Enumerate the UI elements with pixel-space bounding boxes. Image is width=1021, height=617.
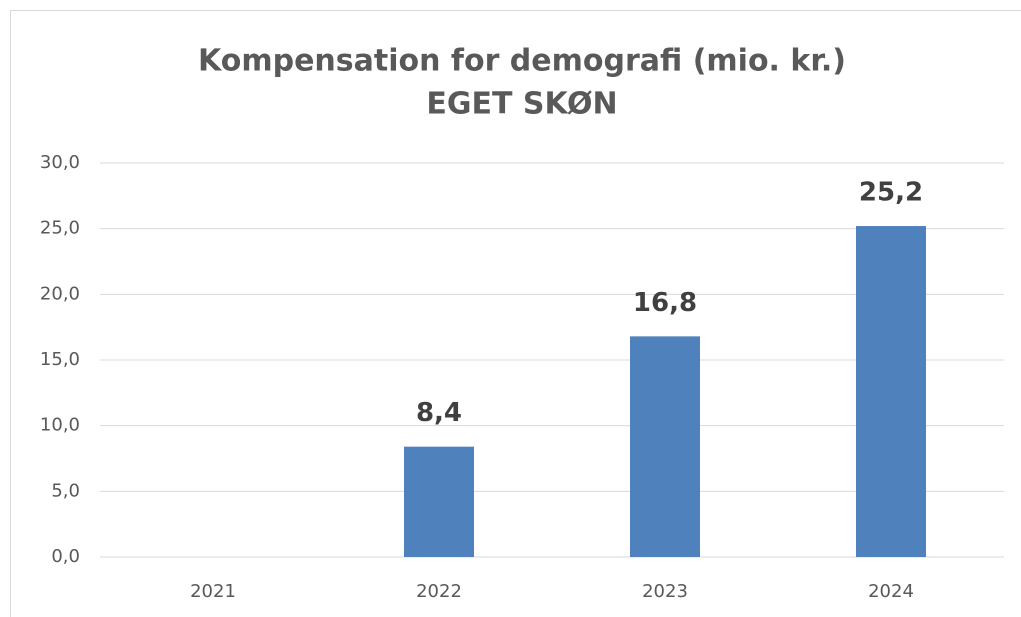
data-label: 16,8: [633, 288, 697, 318]
y-tick-label: 10,0: [40, 415, 80, 436]
x-tick-label: 2023: [642, 581, 688, 602]
data-label: 8,4: [416, 398, 462, 428]
chart-subtitle: EGET SKØN: [426, 87, 617, 122]
x-tick-label: 2022: [416, 581, 462, 602]
bar: [856, 226, 926, 558]
y-tick-label: 5,0: [51, 480, 80, 501]
y-tick-label: 25,0: [40, 218, 80, 239]
chart-title: Kompensation for demografi (mio. kr.): [198, 44, 846, 79]
data-label: 25,2: [859, 178, 923, 208]
x-tick-label: 2021: [190, 581, 236, 602]
x-tick-label: 2024: [868, 581, 914, 602]
bar: [404, 446, 474, 557]
y-tick-label: 15,0: [40, 349, 80, 370]
y-tick-label: 0,0: [51, 546, 80, 567]
bar: [630, 336, 700, 557]
chart-frame: [10, 10, 1021, 617]
y-tick-label: 20,0: [40, 283, 80, 304]
y-tick-label: 30,0: [40, 152, 80, 173]
